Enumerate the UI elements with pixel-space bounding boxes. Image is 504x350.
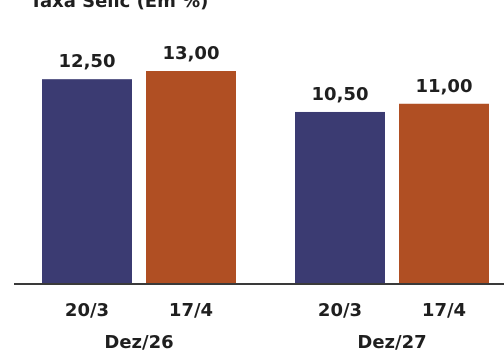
bar [295,111,385,284]
x-tick-label: 17/4 [169,300,213,321]
bar [399,103,489,285]
bar [146,71,236,284]
x-tick-label: 17/4 [422,300,466,321]
bar-value-label: 12,50 [59,51,116,72]
chart-title: Taxa Selic (Em %) [30,0,209,12]
x-tick-label: 20/3 [65,300,109,321]
bar-value-label: 13,00 [163,43,220,64]
x-tick-label: 20/3 [318,300,362,321]
group-label: Dez/27 [357,332,426,350]
group-label: Dez/26 [104,332,173,350]
bar-value-label: 10,50 [312,84,369,105]
bar [42,79,132,284]
bar-value-label: 11,00 [416,76,473,97]
